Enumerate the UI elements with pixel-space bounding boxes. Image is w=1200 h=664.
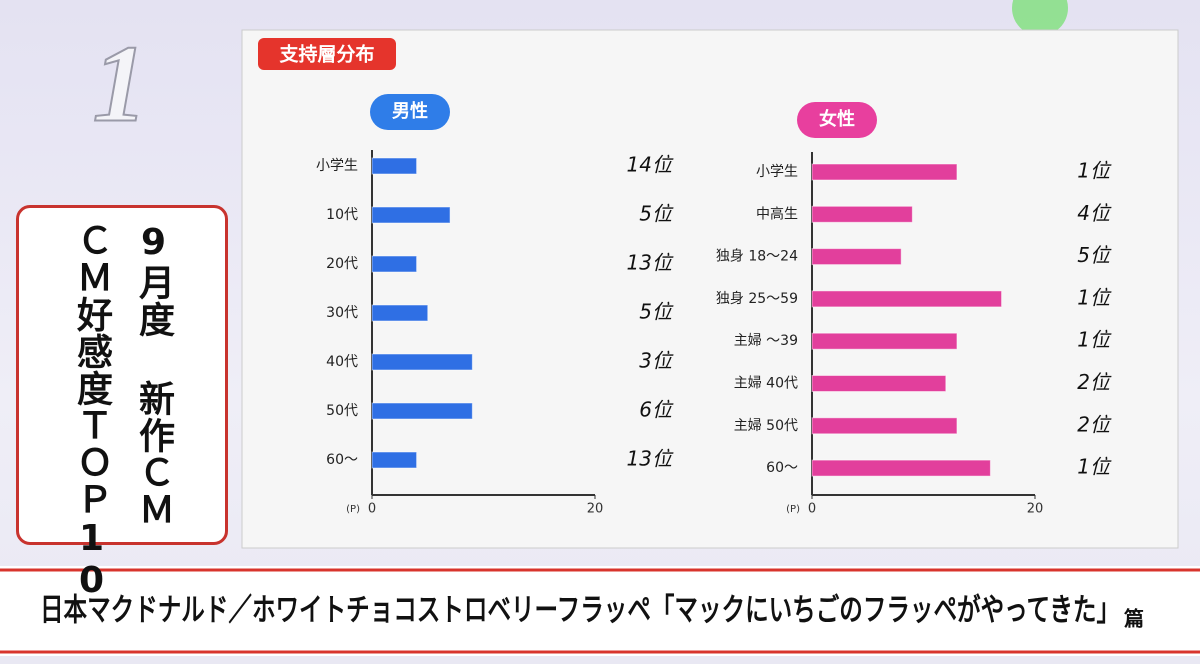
side-label-line: ＣＭ好感度ＴＯＰ10 [71, 222, 112, 602]
bar [371, 402, 473, 420]
bar [371, 304, 429, 322]
section-label: 支持層分布 [278, 43, 374, 66]
side-label: 9月度 新作ＣＭ ＣＭ好感度ＴＯＰ10 [60, 222, 184, 602]
side-label-line: 9月度 新作ＣＭ [133, 222, 174, 528]
category-label: 30代 [326, 305, 358, 321]
bar [371, 353, 473, 371]
rank-label: 14位 [627, 153, 674, 177]
x-tick-label: 0 [368, 502, 376, 517]
category-label: 主婦 50代 [734, 417, 798, 434]
category-label: 40代 [326, 354, 358, 370]
bar [371, 255, 418, 273]
bar [811, 375, 947, 392]
rank-label: 1位 [1077, 328, 1112, 352]
category-label: 10代 [326, 207, 358, 223]
x-axis-label: (P) [786, 504, 800, 515]
rank-label: 3位 [639, 349, 674, 373]
category-label: 主婦 40代 [734, 375, 798, 392]
rank-label: 2位 [1077, 370, 1112, 394]
rank-label: 13位 [627, 251, 674, 275]
rank-label: 1位 [1077, 455, 1112, 479]
category-label: 50代 [326, 403, 358, 419]
category-label: 20代 [326, 256, 358, 272]
bar [811, 290, 1003, 308]
decor [1012, 0, 1068, 36]
rank-label: 5位 [639, 202, 674, 226]
legend-pill [370, 94, 450, 130]
category-label: 主婦 ～39 [734, 332, 798, 349]
rank-label: 5位 [1077, 243, 1112, 267]
caption-bar [0, 566, 1200, 656]
rank-label: 2位 [1077, 412, 1112, 436]
bar [371, 451, 418, 469]
bar [811, 332, 958, 350]
rank-label: 4位 [1077, 201, 1112, 225]
category-label: 60～ [766, 460, 798, 476]
category-label: 小学生 [756, 164, 798, 180]
x-tick-label: 20 [1027, 502, 1044, 517]
rank-label: 1位 [1077, 159, 1112, 183]
bar [811, 459, 991, 477]
category-label: 小学生 [316, 158, 358, 174]
caption: 日本マクドナルド／ホワイトチョコストロベリーフラッペ「マックにいちごのフラッペが… [40, 593, 1120, 629]
category-label: 60～ [326, 452, 358, 468]
section-badge [258, 38, 396, 70]
x-axis-label: (P) [346, 504, 360, 515]
x-tick-label: 0 [808, 502, 816, 517]
chart-title: 男性 [392, 100, 428, 122]
rank-label: 6位 [639, 398, 674, 422]
rank-label: 1位 [1077, 285, 1112, 309]
rank-label: 5位 [639, 300, 674, 324]
rank-label: 13位 [627, 447, 674, 471]
category-label: 独身 18～24 [716, 249, 798, 265]
chart-title: 女性 [819, 108, 855, 130]
bar [811, 163, 958, 181]
category-label: 独身 25～59 [716, 291, 798, 307]
bar [371, 206, 451, 224]
bar [811, 248, 902, 266]
legend-pill [797, 102, 877, 138]
bar [811, 417, 958, 435]
category-label: 中高生 [756, 205, 798, 222]
side-box: 9月度 新作ＣＭ ＣＭ好感度ＴＯＰ10 [16, 205, 228, 602]
x-tick-label: 20 [587, 502, 604, 517]
bar [371, 157, 418, 175]
bar [811, 205, 913, 223]
caption-suffix: 篇 [1123, 607, 1144, 631]
rank-number: 1 [93, 22, 148, 144]
